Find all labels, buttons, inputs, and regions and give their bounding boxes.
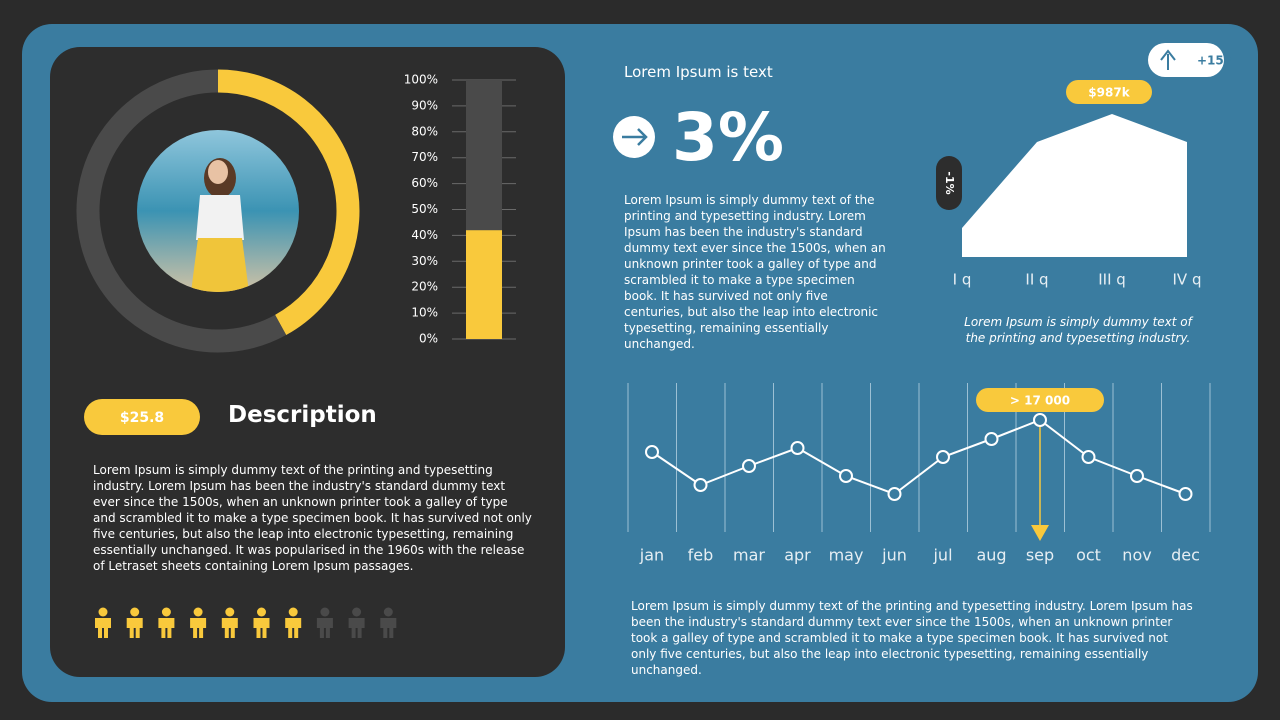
x-tick-label: jun	[881, 546, 907, 565]
big-number: 3%	[672, 99, 785, 176]
point	[839, 469, 853, 483]
x-tick-label: mar	[733, 546, 765, 565]
x-tick-label: aug	[976, 546, 1006, 565]
point	[645, 445, 659, 459]
x-tick-label: II q	[1025, 271, 1048, 289]
x-tick-label: may	[829, 546, 864, 565]
annotation-up: +15%	[1197, 54, 1236, 68]
pill-label: $25.8	[120, 410, 164, 426]
person-body	[348, 618, 365, 638]
y-tick-label: 20%	[411, 280, 438, 294]
person-body	[95, 618, 111, 638]
person-icon	[95, 607, 111, 638]
line	[651, 418, 1186, 496]
y-tick-label: 10%	[411, 306, 438, 320]
person-head	[288, 607, 298, 617]
x-tick-label: jul	[932, 546, 952, 565]
heading: Description	[228, 402, 377, 428]
person-head	[98, 607, 108, 617]
x-tick-label: nov	[1122, 546, 1151, 565]
person-icon	[316, 607, 333, 638]
person-icon	[190, 607, 207, 638]
pill	[84, 399, 200, 435]
person-body	[221, 618, 238, 638]
pointer-head	[1031, 525, 1049, 541]
person-icon	[158, 607, 175, 638]
point	[1178, 487, 1193, 501]
person-body	[126, 618, 143, 638]
caption: Lorem Ipsum is simply dummy text of the …	[964, 315, 1192, 345]
y-tick-label: 90%	[411, 98, 438, 112]
point	[984, 432, 999, 446]
y-tick-label: 40%	[411, 228, 438, 242]
y-tick-label: 50%	[411, 202, 438, 216]
person-icon	[253, 607, 270, 638]
person-head	[130, 607, 140, 617]
person-body	[158, 618, 175, 638]
y-tick-label: 0%	[419, 332, 438, 346]
person-head	[320, 607, 330, 617]
person-body	[316, 618, 333, 638]
person-body	[190, 618, 207, 638]
person-head	[161, 607, 171, 617]
bottom-text: Lorem Ipsum is simply dummy text of the …	[631, 599, 1193, 677]
x-tick-label: III q	[1098, 271, 1126, 289]
x-tick-label: feb	[688, 546, 714, 565]
person-body	[253, 618, 270, 638]
pill	[1066, 80, 1152, 104]
annotation-down: -1%	[943, 171, 956, 194]
person-icon	[221, 607, 238, 638]
point	[742, 459, 756, 473]
y-tick-label: 60%	[411, 176, 438, 190]
up-arrow-icon	[1160, 49, 1176, 70]
label: Lorem Ipsum is text	[624, 63, 773, 81]
pill	[976, 388, 1104, 412]
point	[693, 478, 708, 492]
person-icon	[126, 607, 143, 638]
photo	[137, 130, 299, 292]
pill-label: $987k	[1088, 86, 1130, 100]
x-tick-label: I q	[953, 271, 972, 289]
arrow-icon	[622, 128, 648, 146]
y-tick-label: 80%	[411, 124, 438, 138]
left-text: Lorem Ipsum is simply dummy text of the …	[93, 463, 532, 573]
pill-label: > 17 000	[1010, 394, 1070, 408]
x-tick-label: oct	[1076, 546, 1101, 565]
person-head	[352, 607, 362, 617]
point	[1130, 469, 1144, 483]
middle-text: Lorem Ipsum is simply dummy text of the …	[624, 193, 886, 351]
x-tick-label: IV q	[1173, 271, 1202, 289]
person-head	[257, 607, 266, 617]
person-body	[380, 618, 397, 638]
donut-arc	[217, 69, 360, 335]
person-head	[193, 607, 203, 617]
bar	[466, 230, 502, 339]
donut-arc	[76, 69, 287, 353]
person-icon	[285, 607, 302, 638]
x-tick-label: apr	[784, 546, 811, 565]
x-tick-label: dec	[1171, 546, 1200, 565]
point	[936, 450, 950, 464]
point	[1033, 413, 1047, 427]
x-tick-label: jan	[639, 546, 664, 565]
person-head	[383, 607, 393, 617]
point	[790, 441, 805, 455]
person-head	[225, 607, 235, 617]
person-body	[285, 618, 302, 638]
badge	[936, 156, 962, 210]
y-tick-label: 100%	[404, 73, 438, 87]
x-tick-label: sep	[1026, 546, 1054, 565]
person-icon	[380, 607, 397, 638]
area	[962, 114, 1187, 257]
y-tick-label: 70%	[411, 150, 438, 164]
point	[887, 487, 902, 501]
point	[1081, 450, 1096, 464]
person-icon	[348, 607, 365, 638]
y-tick-label: 30%	[411, 254, 438, 268]
